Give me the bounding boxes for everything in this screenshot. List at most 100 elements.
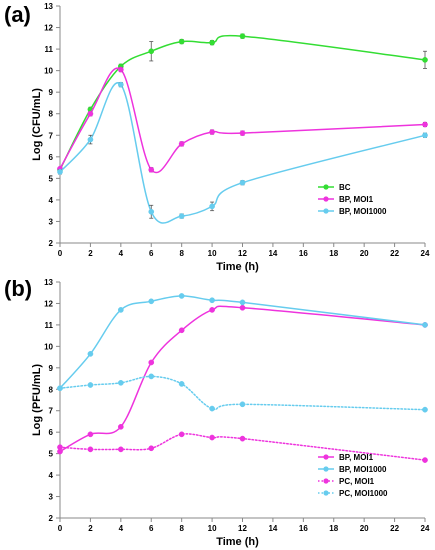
panel-b-data-point xyxy=(239,401,246,408)
panel-b-x-tick-label: 6 xyxy=(149,524,154,533)
panel-a-data-point xyxy=(148,166,155,173)
panel-b-legend: BP, MOI1 BP, MOI1000 PC, MOI1 PC, MOI1000 xyxy=(318,453,388,498)
panel-b-y-axis-label: Log (PFU/mL) xyxy=(31,364,43,436)
panel-a-legend-label: BC xyxy=(339,183,351,192)
panel-a-series-line xyxy=(59,82,426,224)
panel-b-x-tick-label: 8 xyxy=(179,524,184,533)
panel-b-legend-marker xyxy=(323,478,329,484)
panel-b-series-line xyxy=(59,305,426,453)
panel-a-data-point xyxy=(57,169,63,175)
panel-b-data-point xyxy=(178,431,185,438)
panel-b-legend-label: PC, MOI1 xyxy=(339,477,375,486)
panel-b-series-line xyxy=(59,375,426,411)
panel-a-x-tick-label: 6 xyxy=(149,249,154,258)
panel-a-data-point xyxy=(209,39,215,46)
panel-a-y-tick-label: 8 xyxy=(49,110,54,119)
panel-a-label: (a) xyxy=(4,2,31,27)
panel-b-series-line xyxy=(59,433,426,461)
panel-b-x-tick-label: 4 xyxy=(119,524,124,533)
panel-a-data-point xyxy=(148,48,155,55)
panel-b-data-point xyxy=(239,435,246,442)
panel-b-data-point xyxy=(239,304,246,311)
panel-a-data-point xyxy=(422,132,428,139)
panel-b-label: (b) xyxy=(4,276,33,301)
panel-b-data-point xyxy=(209,307,215,313)
panel-b-data-point xyxy=(422,406,428,413)
panel-a-y-tick-label: 4 xyxy=(49,196,54,205)
panel-b-data-point xyxy=(117,423,124,430)
panel-a-data-point xyxy=(422,121,428,128)
panel-a-data-point xyxy=(239,179,246,186)
panel-b-data-point xyxy=(148,298,155,305)
panel-a-x-tick-label: 8 xyxy=(179,249,184,258)
panel-a-series-line xyxy=(59,34,426,171)
panel-a-legend-marker xyxy=(323,184,329,190)
panel-b-x-tick-label: 0 xyxy=(58,524,63,533)
panel-a-data-point xyxy=(87,136,94,143)
panel-b-data-point xyxy=(209,405,215,412)
panel-a-series-line xyxy=(59,67,426,174)
panel-a-data-point xyxy=(117,81,124,88)
panel-b-data-point xyxy=(117,379,124,386)
panel-a-data-point xyxy=(422,57,428,63)
panel-a-data-point xyxy=(239,33,246,40)
panel-b-legend-label: PC, MOI1000 xyxy=(339,489,388,498)
panel-b-data-point xyxy=(148,373,155,380)
panel-b-x-tick-label: 2 xyxy=(88,524,93,533)
panel-b-data-point xyxy=(87,431,94,438)
panel-b-y-tick-label: 7 xyxy=(49,407,54,416)
panel-a-legend-marker xyxy=(323,208,329,214)
panel-a-x-tick-label: 18 xyxy=(329,249,338,258)
panel-b-data-point xyxy=(117,307,124,313)
panel-b-series-line xyxy=(59,295,426,389)
panel-b-legend-marker xyxy=(323,466,329,472)
panel-b-x-tick-label: 18 xyxy=(329,524,338,533)
panel-b-y-tick-label: 2 xyxy=(49,514,54,523)
panel-b-x-tick-label: 20 xyxy=(360,524,369,533)
panel-b-x-tick-label: 16 xyxy=(299,524,308,533)
panel-a-x-tick-label: 2 xyxy=(88,249,93,258)
panel-a-y-tick-label: 5 xyxy=(49,174,54,183)
panel-b-x-tick-label: 24 xyxy=(421,524,430,533)
panel-a-y-tick-label: 6 xyxy=(49,153,54,162)
panel-b-data-point xyxy=(148,445,155,452)
panel-b-y-tick-label: 6 xyxy=(49,428,54,437)
panel-b-y-tick-label: 9 xyxy=(49,364,54,373)
panel-a-y-tick-label: 2 xyxy=(49,239,54,248)
panel-a-x-tick-label: 4 xyxy=(119,249,124,258)
panel-b-data-point xyxy=(178,327,185,334)
panel-a-data-point xyxy=(87,110,94,117)
panel-a-x-tick-label: 0 xyxy=(58,249,63,258)
panel-a-x-tick-label: 12 xyxy=(238,249,247,258)
panel-b-data-point xyxy=(57,385,63,392)
panel-b-data-point xyxy=(209,297,215,304)
panel-b-x-tick-label: 14 xyxy=(268,524,277,533)
panel-b-y-tick-label: 10 xyxy=(44,342,53,351)
panel-b-data-point xyxy=(239,299,246,306)
panel-b-legend-marker xyxy=(323,490,329,496)
panel-b-x-axis-label: Time (h) xyxy=(216,536,259,548)
panel-a-legend-label: BP, MOI1000 xyxy=(339,207,387,216)
panel-b-data-point xyxy=(422,457,428,463)
panel-b-y-tick-label: 3 xyxy=(49,493,54,502)
panel-b-y-tick-label: 12 xyxy=(44,299,53,308)
panel-b-y-tick-label: 8 xyxy=(49,385,54,394)
panel-b-x-tick-label: 10 xyxy=(208,524,217,533)
panel-a-x-tick-label: 14 xyxy=(268,249,277,258)
panel-a-data-point xyxy=(209,129,215,135)
panel-a-y-tick-label: 10 xyxy=(44,67,53,76)
panel-b-x-tick-label: 12 xyxy=(238,524,247,533)
panel-a-y-tick-label: 11 xyxy=(45,45,54,54)
panel-b-data-point xyxy=(87,382,94,388)
panel-a-x-tick-label: 24 xyxy=(421,249,430,258)
panel-b-data-point xyxy=(87,446,94,453)
panel-b-y-tick-label: 13 xyxy=(44,278,53,287)
panel-a-x-tick-label: 10 xyxy=(208,249,217,258)
panel-b-y-tick-label: 4 xyxy=(49,471,54,480)
panel-a-data-point xyxy=(148,208,155,215)
panel-a-data-point xyxy=(178,213,185,219)
panel-b-legend-label: BP, MOI1 xyxy=(339,453,374,462)
panel-a-x-tick-label: 22 xyxy=(390,249,399,258)
panel-a-y-tick-label: 3 xyxy=(49,217,54,226)
panel-a-data-point xyxy=(239,130,246,136)
